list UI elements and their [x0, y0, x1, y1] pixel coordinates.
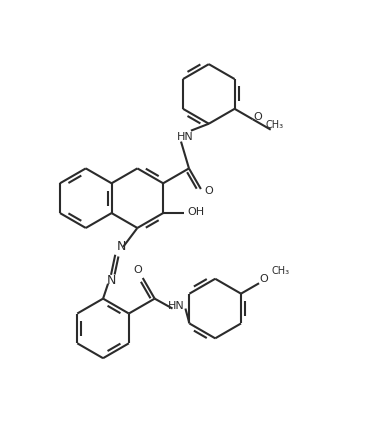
- Text: HN: HN: [177, 132, 193, 142]
- Text: N: N: [106, 274, 116, 287]
- Text: OH: OH: [187, 207, 204, 217]
- Text: CH₃: CH₃: [265, 120, 284, 130]
- Text: HN: HN: [168, 301, 185, 310]
- Text: O: O: [253, 112, 262, 122]
- Text: O: O: [204, 186, 213, 196]
- Text: CH₃: CH₃: [272, 266, 290, 277]
- Text: O: O: [133, 265, 142, 275]
- Text: N: N: [116, 240, 126, 253]
- Text: O: O: [260, 274, 268, 284]
